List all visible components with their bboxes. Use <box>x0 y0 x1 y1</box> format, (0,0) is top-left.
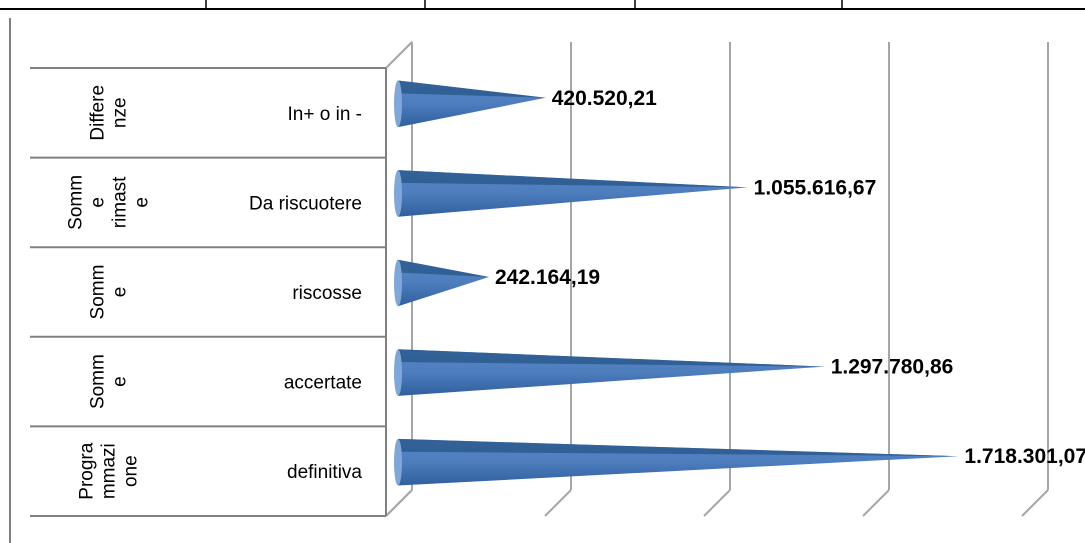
category-label: accertate <box>284 373 362 394</box>
category-group-label: Progra mmazi one <box>77 442 142 499</box>
category-group-line: e <box>88 197 109 208</box>
floor-gridline <box>385 489 413 517</box>
value-label: 1.055.616,67 <box>754 176 877 199</box>
category-group-label: Somm e <box>88 354 131 409</box>
value-label: 1.718.301,07 <box>964 445 1085 468</box>
bars <box>394 80 959 486</box>
category-group-label: Somm e <box>88 265 131 320</box>
value-label: 1.297.780,86 <box>831 356 954 379</box>
category-group-line: rimast <box>110 176 131 228</box>
category-group-line: one <box>121 455 142 487</box>
floor-gridline <box>1021 489 1049 517</box>
value-label: 420.520,21 <box>552 87 657 110</box>
wall-top-edge <box>385 41 413 69</box>
bar-cone <box>394 438 959 486</box>
bar-cone <box>394 80 546 128</box>
category-group-line: Somm <box>66 175 87 230</box>
category-group-line: nze <box>110 97 131 128</box>
bar-cone <box>394 170 748 217</box>
category-label: riscosse <box>292 283 362 304</box>
category-label: In+ o in - <box>288 104 362 125</box>
category-group-label: Differe nze <box>88 85 131 141</box>
category-group-line: Progra <box>77 442 98 499</box>
category-label: definitiva <box>287 462 362 483</box>
category-group-line: mmazi <box>99 443 120 499</box>
category-axis-table: Differe nze In+ o in -Somm e rimast e Da riscu… <box>30 67 387 517</box>
category-group-line: e <box>110 376 131 387</box>
category-label: Da riscuotere <box>249 193 362 214</box>
category-group-line: Somm <box>88 265 109 320</box>
floor-gridline <box>862 489 890 517</box>
bar-cone <box>394 349 825 396</box>
data-labels: 420.520,21 1.055.616,67 242.164,19 1.297.78… <box>495 87 1085 468</box>
category-group-label: Somm e rimast e <box>66 175 153 230</box>
bar-cone <box>394 259 490 307</box>
floor-gridline <box>544 489 572 517</box>
category-group-line: e <box>132 197 153 208</box>
floor-gridline <box>703 489 731 517</box>
category-group-line: Differe <box>88 85 109 141</box>
category-group-line: e <box>110 287 131 298</box>
value-label: 242.164,19 <box>495 266 600 289</box>
category-group-line: Somm <box>88 354 109 409</box>
